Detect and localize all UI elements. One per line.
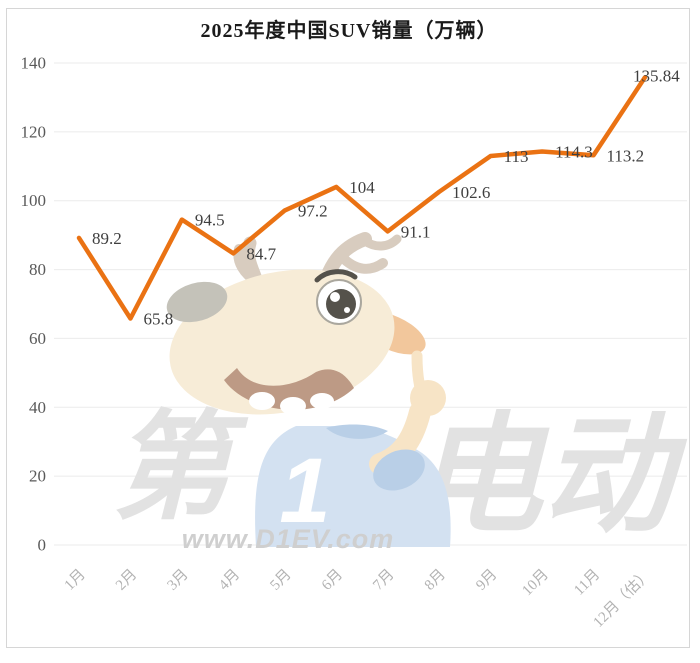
x-axis-tick-label: 4月 [216, 567, 243, 594]
data-point-label: 104 [349, 178, 375, 197]
y-axis-tick-label: 120 [21, 122, 47, 141]
data-point-label: 114.3 [555, 142, 593, 161]
data-point-label: 113 [504, 147, 529, 166]
shirt-number-1: 1 [279, 440, 330, 542]
y-axis-tick-label: 0 [38, 536, 47, 555]
d1ev-watermark: 第 电动 [112, 232, 688, 554]
deer-eye [314, 269, 362, 325]
x-axis-tick-label: 5月 [267, 567, 294, 594]
data-point-label: 102.6 [452, 183, 490, 202]
x-axis-tick-label: 9月 [473, 567, 500, 594]
watermark-site-url: www.D1EV.com [182, 524, 395, 554]
y-axis-tick-label: 140 [21, 54, 47, 73]
data-point-label: 94.5 [195, 211, 225, 230]
deer-mouth [224, 368, 354, 415]
deer-nose [166, 281, 228, 323]
data-point-label: 89.2 [92, 229, 122, 248]
x-axis-tick-label: 3月 [165, 567, 192, 594]
x-axis-tick-label: 11月 [571, 567, 603, 599]
watermark-chars-right: 电动 [412, 402, 688, 548]
data-point-labels: 89.2 65.8 94.5 84.7 97.2 104 91.1 102.6 113 114.3… [92, 66, 680, 328]
x-axis-tick-label: 1月 [62, 567, 89, 594]
y-axis-tick-label: 80 [29, 260, 46, 279]
gridlines-and-yaxis: 0 20 40 60 80 100 120 140 [21, 54, 687, 555]
x-axis-tick-label: 7月 [370, 567, 397, 594]
deer-mascot-icon: 1 [166, 232, 451, 547]
data-point-label: 97.2 [298, 201, 328, 220]
data-point-label: 135.84 [633, 66, 680, 85]
y-axis-tick-label: 60 [29, 329, 46, 348]
deer-pointing-arm [369, 350, 446, 491]
x-axis-tick-label: 10月 [519, 567, 552, 600]
data-point-label: 65.8 [143, 309, 173, 328]
watermark-char-left: 第 [112, 402, 249, 534]
x-axis-tick-label: 8月 [422, 567, 449, 594]
chart-title: 2025年度中国SUV销量（万辆） [200, 20, 498, 42]
data-point-label: 91.1 [401, 222, 431, 241]
sales-line [76, 75, 648, 321]
y-axis-tick-label: 40 [29, 398, 46, 417]
data-point-label: 84.7 [246, 244, 276, 263]
data-point-label: 113.2 [607, 146, 645, 165]
sales-series-line [76, 75, 648, 321]
x-axis-tick-label: 2月 [113, 567, 140, 594]
x-axis-tick-label: 6月 [319, 567, 346, 594]
y-axis-tick-label: 100 [21, 191, 47, 210]
y-axis-tick-label: 20 [29, 467, 46, 486]
deer-shirt-collar [326, 424, 388, 439]
